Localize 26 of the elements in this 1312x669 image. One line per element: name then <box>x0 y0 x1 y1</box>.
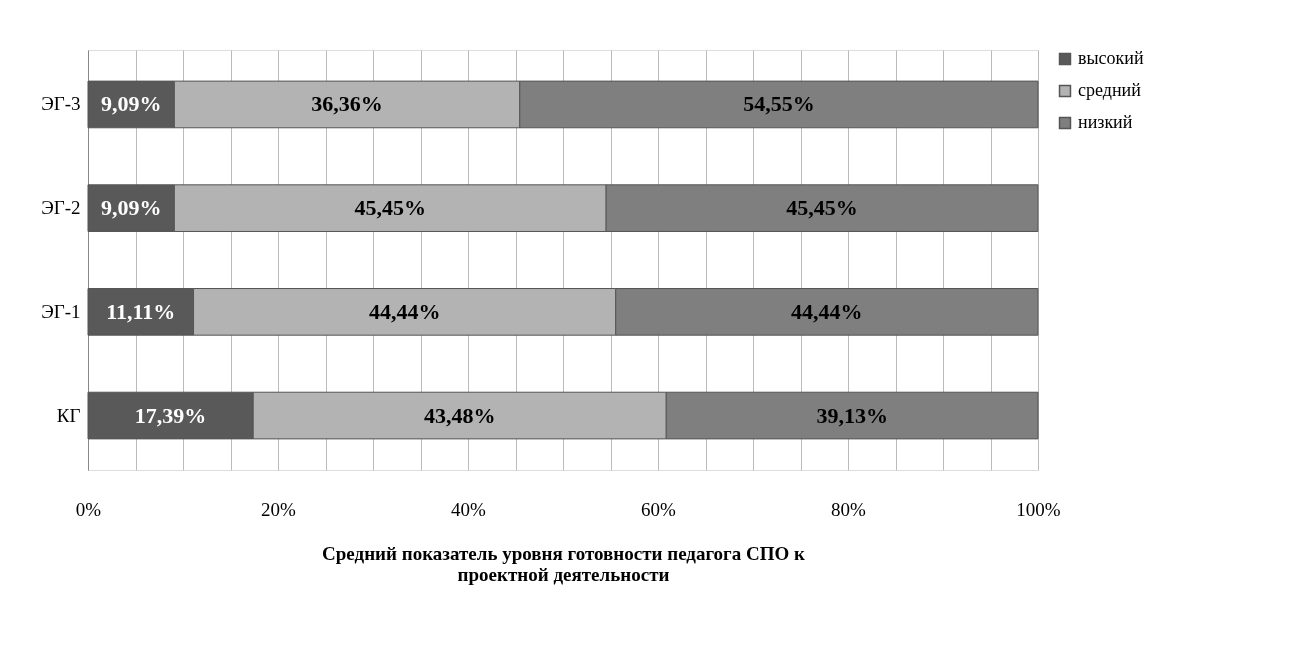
legend-label: низкий <box>1078 112 1133 132</box>
x-tick-label: 60% <box>641 498 677 520</box>
data-label: 43,48% <box>423 402 496 428</box>
y-tick-label: ЭГ-3 <box>41 93 81 115</box>
x-tick-label: 80% <box>831 498 867 520</box>
x-tick-label: 20% <box>261 498 297 520</box>
data-label: 17,39% <box>134 402 207 428</box>
x-tick-label: 0% <box>75 498 102 520</box>
x-tick-label: 100% <box>1016 498 1061 520</box>
y-tick-label: ЭГ-1 <box>41 300 81 322</box>
x-axis-title: Средний показатель уровня готовности педагога СПО к проектной деятельности <box>322 542 806 585</box>
data-label: 9,09% <box>100 91 162 117</box>
data-label: 54,55% <box>743 91 815 117</box>
data-label: 45,45% <box>354 195 426 221</box>
data-label: 36,36% <box>311 91 383 117</box>
legend-label: высокий <box>1078 48 1144 68</box>
y-tick-label: КГ <box>56 404 81 426</box>
data-label: 44,44% <box>368 298 441 324</box>
data-label: 9,09% <box>100 195 162 221</box>
data-label: 11,11% <box>106 298 176 324</box>
data-label: 44,44% <box>791 298 863 324</box>
data-label: 45,45% <box>786 195 858 221</box>
data-label: 39,13% <box>816 402 888 428</box>
legend-label: средний <box>1078 80 1142 100</box>
y-tick-label: ЭГ-2 <box>41 197 81 219</box>
x-tick-label: 40% <box>451 498 487 520</box>
